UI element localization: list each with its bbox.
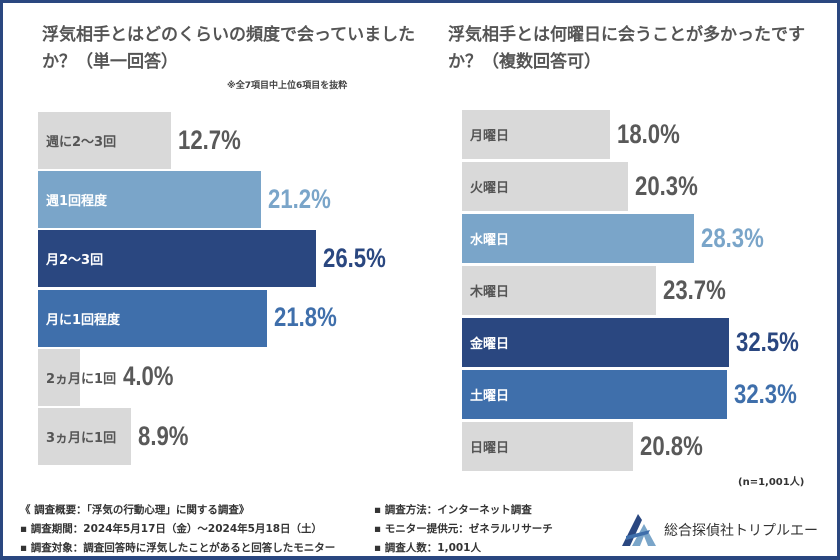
bar-value-label: 8.9% bbox=[138, 420, 189, 451]
footer-method: ▪ 調査方法：インターネット調査 bbox=[374, 504, 532, 516]
bar-value-label: 20.8% bbox=[639, 430, 703, 461]
bar-0-2: 月2〜3回 bbox=[38, 230, 317, 288]
company-logo: 総合探偵社トリプルエー bbox=[620, 512, 818, 548]
bar-value-label: 32.5% bbox=[735, 326, 799, 357]
bar-1-2: 水曜日 bbox=[462, 214, 695, 263]
bar-value-label: 21.2% bbox=[267, 183, 331, 214]
bar-category-label: 2ヵ月に1回 bbox=[46, 371, 117, 387]
bar-value-label: 26.5% bbox=[323, 242, 387, 273]
bar-1-6: 日曜日 bbox=[462, 422, 633, 471]
bar-category-label: 月曜日 bbox=[470, 129, 510, 144]
right-chart-title: 浮気相手とは何曜日に会うことが多かったですか？（複数回答可） bbox=[448, 25, 805, 72]
bar-1-5: 土曜日 bbox=[462, 370, 727, 419]
bar-0-0: 週に2〜3回 bbox=[38, 112, 172, 169]
bar-0-1: 週1回程度 bbox=[38, 171, 261, 229]
bar-category-label: 月に1回程度 bbox=[46, 312, 121, 328]
bar-1-1: 火曜日 bbox=[462, 162, 629, 211]
bar-value-label: 28.3% bbox=[701, 222, 764, 253]
bar-value-label: 12.7% bbox=[178, 124, 242, 155]
bar-category-label: 週に2〜3回 bbox=[46, 135, 117, 150]
footer-period: ▪ 調査期間：2024年5月17日（金）〜2024年5月18日（土） bbox=[20, 523, 323, 535]
bar-category-label: 3ヵ月に1回 bbox=[46, 431, 117, 446]
bar-value-label: 18.0% bbox=[616, 118, 680, 149]
footer-summary: 《 調査概要：「浮気の行動心理」に関する調査》 bbox=[20, 504, 250, 516]
sample-size-note: (n=1,001人) bbox=[738, 477, 805, 488]
bar-0-5: 3ヵ月に1回 bbox=[38, 408, 132, 465]
bar-category-label: 金曜日 bbox=[470, 337, 510, 352]
bar-category-label: 月2〜3回 bbox=[46, 253, 104, 269]
footer-target: ▪ 調査対象：調査回答時に浮気したことがあると回答したモニター bbox=[20, 542, 336, 554]
logo-text: 総合探偵社トリプルエー bbox=[664, 523, 818, 539]
bar-value-label: 23.7% bbox=[663, 274, 727, 305]
bar-category-label: 日曜日 bbox=[470, 441, 510, 456]
bar-category-label: 木曜日 bbox=[470, 285, 510, 300]
logo-mark-icon bbox=[622, 514, 656, 546]
bar-1-0: 月曜日 bbox=[462, 110, 610, 159]
footer-provider: ▪ モニター提供元：ゼネラルリサーチ bbox=[374, 523, 553, 535]
bar-0-4: 2ヵ月に1回 bbox=[38, 348, 116, 406]
bar-category-label: 火曜日 bbox=[470, 181, 510, 196]
bar-value-label: 4.0% bbox=[123, 361, 174, 392]
bar-value-label: 20.3% bbox=[635, 170, 699, 201]
bar-0-3: 月に1回程度 bbox=[38, 289, 267, 347]
bar-value-label: 21.8% bbox=[273, 302, 337, 333]
left-chart-title: 浮気相手とはどのくらいの頻度で会っていましたか？（単一回答） bbox=[42, 25, 416, 72]
bar-category-label: 土曜日 bbox=[470, 389, 510, 404]
bar-1-3: 木曜日 bbox=[462, 266, 657, 315]
footer-count: ▪ 調査人数：1,001人 bbox=[374, 542, 481, 554]
bar-category-label: 水曜日 bbox=[470, 233, 510, 248]
charts: 週に2〜3回 12.7% 週1回程度 21.2% 月2〜3回 26.5% 月に1回程度 21.… bbox=[38, 110, 799, 471]
bar-1-4: 金曜日 bbox=[462, 318, 729, 367]
bar-value-label: 32.3% bbox=[733, 378, 797, 409]
left-chart-note: ※全7項目中上位6項目を抜粋 bbox=[227, 81, 348, 91]
bar-category-label: 週1回程度 bbox=[46, 194, 108, 210]
